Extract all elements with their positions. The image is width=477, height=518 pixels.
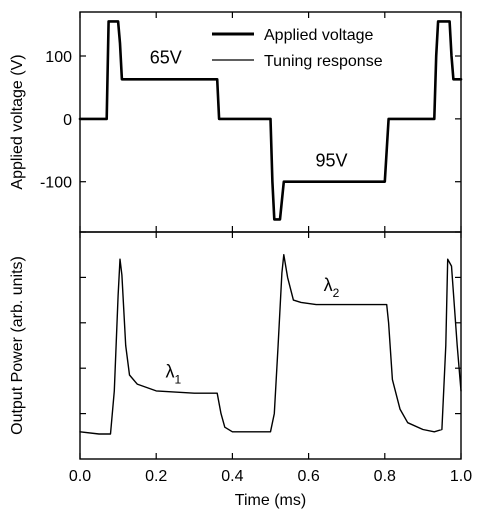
annotation: λ1 (166, 361, 182, 386)
y-tick-label: -100 (40, 175, 72, 192)
x-tick-label: 0.6 (297, 468, 319, 485)
series-line (79, 253, 462, 435)
x-tick-label: 0.4 (221, 468, 243, 485)
legend-label: Applied voltage (264, 27, 374, 44)
y-axis-title: Applied voltage (V) (9, 54, 26, 189)
y-tick-label: 0 (63, 112, 72, 129)
x-tick-label: 0.8 (374, 468, 396, 485)
annotation-symbol: λ (166, 361, 175, 381)
annotation-subscript: 2 (333, 286, 340, 300)
x-tick-label: 0.2 (145, 468, 167, 485)
plot-frame (79, 231, 462, 460)
annotation: 95V (315, 151, 347, 171)
annotation: 65V (150, 48, 182, 68)
bottom-panel: 0.0 0.2 0.4 0.6 0.8 1.0 Output Power (arb. uni… (9, 231, 472, 509)
series-line (78, 20, 463, 221)
annotation-symbol: λ (324, 275, 333, 295)
legend-label: Tuning response (264, 53, 383, 70)
x-axis-title: Time (ms) (235, 492, 306, 509)
x-tick-label: 0.0 (69, 468, 91, 485)
annotation-subscript: 1 (175, 372, 182, 386)
annotation: λ2 (324, 275, 340, 300)
x-tick-label: 1.0 (450, 468, 472, 485)
y-tick-label: 100 (45, 49, 72, 66)
y-axis-title: Output Power (arb. units) (9, 256, 26, 435)
top-panel: -100 0 100 Applied voltage (V) 65V 95V Applied… (9, 11, 463, 233)
